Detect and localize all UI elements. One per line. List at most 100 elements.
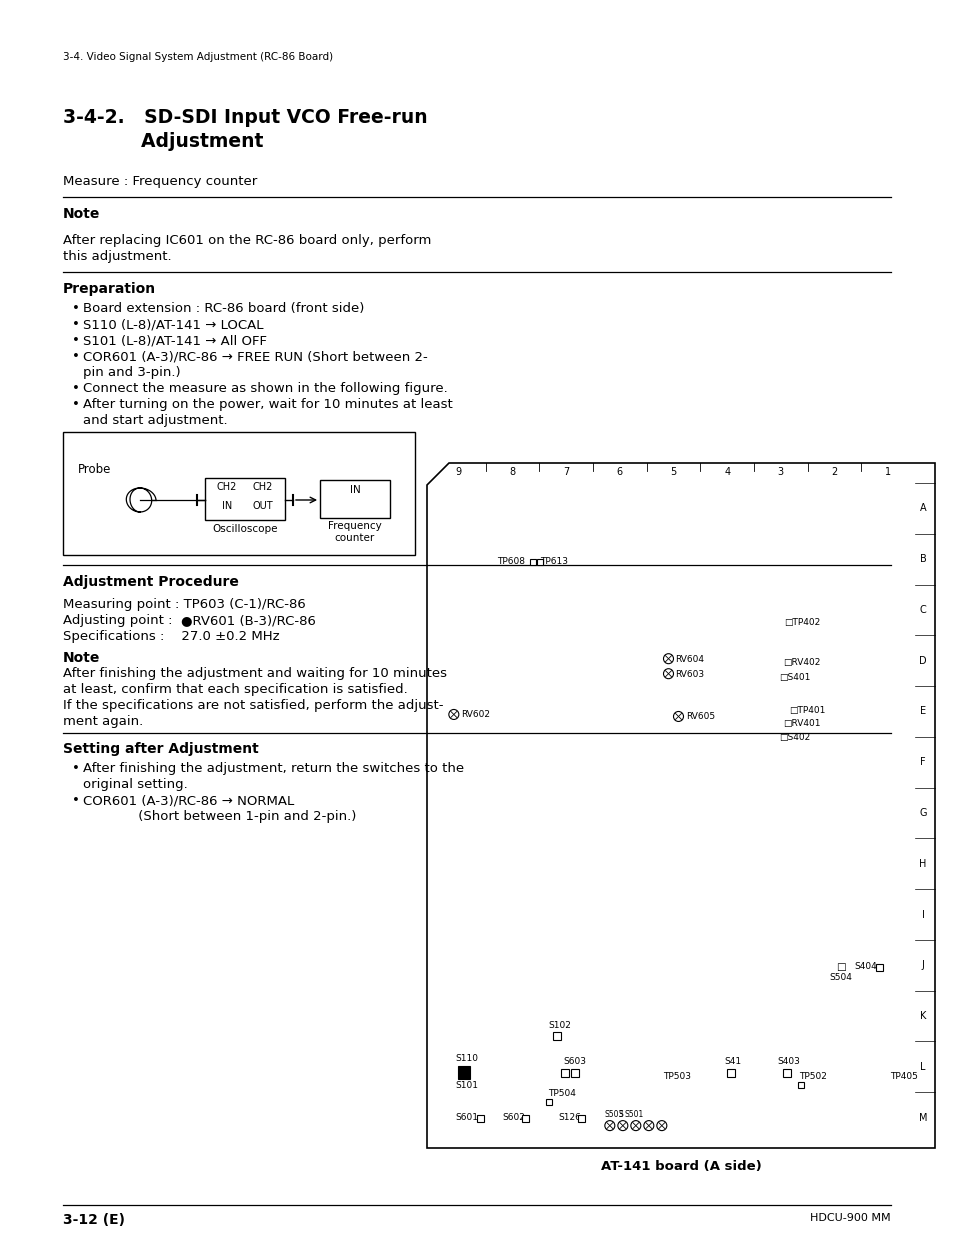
Text: 3-4. Video Signal System Adjustment (RC-86 Board): 3-4. Video Signal System Adjustment (RC-… bbox=[63, 52, 333, 62]
Circle shape bbox=[662, 653, 673, 664]
Text: 9: 9 bbox=[456, 466, 461, 476]
Text: C: C bbox=[919, 605, 925, 615]
Text: S504: S504 bbox=[828, 973, 851, 983]
Bar bbox=[537, 559, 543, 565]
Text: S41: S41 bbox=[723, 1057, 740, 1066]
Bar bbox=[782, 1069, 790, 1077]
Text: S101 (L-8)/AT-141 → All OFF: S101 (L-8)/AT-141 → All OFF bbox=[83, 333, 267, 347]
Text: (Short between 1-pin and 2-pin.): (Short between 1-pin and 2-pin.) bbox=[83, 810, 356, 824]
Text: L: L bbox=[920, 1062, 924, 1072]
Text: •: • bbox=[71, 318, 80, 331]
Text: G: G bbox=[919, 809, 925, 819]
Text: Probe: Probe bbox=[78, 463, 112, 476]
Text: at least, confirm that each specification is satisfied.: at least, confirm that each specificatio… bbox=[63, 683, 407, 695]
Text: J: J bbox=[921, 960, 923, 970]
Text: TP503: TP503 bbox=[662, 1072, 691, 1081]
Text: S102: S102 bbox=[548, 1021, 571, 1030]
Text: COR601 (A-3)/RC-86 → FREE RUN (Short between 2-: COR601 (A-3)/RC-86 → FREE RUN (Short bet… bbox=[83, 350, 427, 363]
Text: HDCU-900 MM: HDCU-900 MM bbox=[809, 1213, 890, 1223]
Text: □TP402: □TP402 bbox=[783, 618, 820, 627]
Text: After replacing IC601 on the RC-86 board only, perform: After replacing IC601 on the RC-86 board… bbox=[63, 234, 431, 248]
Bar bbox=[560, 1069, 569, 1077]
Text: Measuring point : TP603 (C-1)/RC-86: Measuring point : TP603 (C-1)/RC-86 bbox=[63, 598, 305, 611]
Text: 3: 3 bbox=[777, 466, 783, 476]
Text: 4: 4 bbox=[723, 466, 729, 476]
Text: M: M bbox=[918, 1112, 926, 1122]
Circle shape bbox=[618, 1121, 627, 1131]
Text: Setting after Adjustment: Setting after Adjustment bbox=[63, 741, 258, 756]
Text: I: I bbox=[921, 909, 923, 919]
Text: □S402: □S402 bbox=[778, 734, 809, 743]
Circle shape bbox=[448, 709, 458, 719]
Text: ment again.: ment again. bbox=[63, 715, 143, 728]
Text: S101: S101 bbox=[456, 1081, 478, 1090]
Circle shape bbox=[643, 1121, 653, 1131]
Text: Note: Note bbox=[63, 651, 100, 666]
Text: A: A bbox=[919, 504, 925, 514]
Circle shape bbox=[673, 712, 682, 722]
Bar bbox=[797, 1082, 803, 1087]
Text: TP504: TP504 bbox=[548, 1088, 576, 1098]
Text: pin and 3-pin.): pin and 3-pin.) bbox=[83, 366, 180, 379]
Circle shape bbox=[657, 1121, 666, 1131]
Text: CH2: CH2 bbox=[253, 481, 273, 491]
Circle shape bbox=[630, 1121, 640, 1131]
Bar bbox=[546, 1098, 552, 1105]
PathPatch shape bbox=[427, 463, 934, 1148]
Text: •: • bbox=[71, 350, 80, 363]
Text: Specifications :    27.0 ±0.2 MHz: Specifications : 27.0 ±0.2 MHz bbox=[63, 629, 279, 643]
Bar bbox=[522, 1115, 529, 1122]
Text: S603: S603 bbox=[562, 1057, 585, 1066]
Text: Adjustment Procedure: Adjustment Procedure bbox=[63, 575, 238, 588]
Text: this adjustment.: this adjustment. bbox=[63, 250, 172, 262]
Text: IN: IN bbox=[349, 485, 360, 495]
Text: 7: 7 bbox=[562, 466, 569, 476]
Text: CH2: CH2 bbox=[216, 481, 237, 491]
Text: S126: S126 bbox=[558, 1112, 580, 1122]
Text: If the specifications are not satisfied, perform the adjust-: If the specifications are not satisfied,… bbox=[63, 699, 443, 712]
Text: After finishing the adjustment, return the switches to the: After finishing the adjustment, return t… bbox=[83, 763, 464, 775]
Text: OUT: OUT bbox=[253, 501, 273, 511]
Text: 5: 5 bbox=[670, 466, 676, 476]
Text: •: • bbox=[71, 302, 80, 315]
Text: E: E bbox=[919, 707, 925, 717]
Text: □: □ bbox=[836, 963, 845, 973]
Text: Oscilloscope: Oscilloscope bbox=[212, 524, 277, 534]
Text: D: D bbox=[919, 656, 926, 666]
Text: Adjustment: Adjustment bbox=[63, 132, 263, 151]
Text: •: • bbox=[71, 794, 80, 807]
Bar bbox=[457, 1066, 469, 1079]
Bar bbox=[476, 1115, 483, 1122]
Bar bbox=[319, 480, 390, 518]
Text: S501: S501 bbox=[624, 1110, 643, 1118]
Text: TP608: TP608 bbox=[497, 557, 525, 566]
Text: •: • bbox=[71, 333, 80, 347]
Text: Measure : Frequency counter: Measure : Frequency counter bbox=[63, 175, 257, 188]
Text: 2: 2 bbox=[830, 466, 837, 476]
Text: □S401: □S401 bbox=[778, 673, 809, 682]
Text: Frequency: Frequency bbox=[328, 521, 381, 531]
Text: Board extension : RC-86 board (front side): Board extension : RC-86 board (front sid… bbox=[83, 302, 364, 315]
Text: Connect the measure as shown in the following figure.: Connect the measure as shown in the foll… bbox=[83, 382, 447, 396]
Text: Adjusting point :: Adjusting point : bbox=[63, 615, 181, 627]
Text: H: H bbox=[919, 858, 925, 868]
Text: 8: 8 bbox=[509, 466, 515, 476]
Text: □RV402: □RV402 bbox=[782, 658, 820, 667]
Text: RV605: RV605 bbox=[686, 713, 715, 722]
Bar bbox=[726, 1069, 735, 1077]
Text: COR601 (A-3)/RC-86 → NORMAL: COR601 (A-3)/RC-86 → NORMAL bbox=[83, 794, 294, 807]
Text: ●RV601 (B-3)/RC-86: ●RV601 (B-3)/RC-86 bbox=[181, 615, 315, 627]
Text: counter: counter bbox=[335, 532, 375, 542]
Text: After finishing the adjustment and waiting for 10 minutes: After finishing the adjustment and waiti… bbox=[63, 667, 447, 680]
Text: S110 (L-8)/AT-141 → LOCAL: S110 (L-8)/AT-141 → LOCAL bbox=[83, 318, 263, 331]
Text: RV604: RV604 bbox=[675, 654, 703, 664]
Bar bbox=[63, 432, 415, 555]
Text: B: B bbox=[919, 554, 925, 564]
Text: 3-12 (E): 3-12 (E) bbox=[63, 1213, 125, 1227]
Text: S503: S503 bbox=[604, 1110, 623, 1118]
Text: S110: S110 bbox=[456, 1054, 478, 1062]
Text: After turning on the power, wait for 10 minutes at least: After turning on the power, wait for 10 … bbox=[83, 398, 453, 411]
Text: 1: 1 bbox=[884, 466, 890, 476]
Text: Preparation: Preparation bbox=[63, 282, 156, 296]
Text: original setting.: original setting. bbox=[83, 778, 188, 791]
